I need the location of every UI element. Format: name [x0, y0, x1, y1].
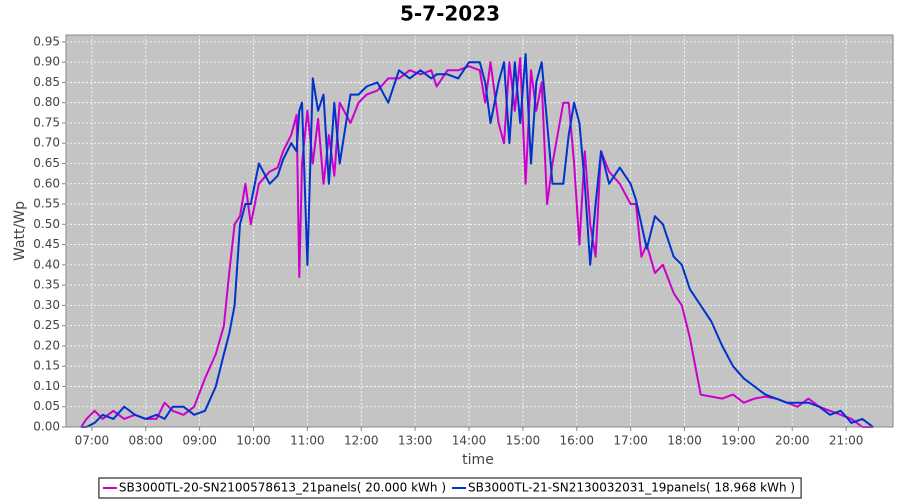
x-tick-label: 18:00	[667, 434, 702, 448]
x-tick-label: 12:00	[344, 434, 379, 448]
y-tick-label: 0.25	[33, 318, 60, 332]
x-tick-label: 14:00	[452, 434, 487, 448]
x-tick-label: 17:00	[613, 434, 648, 448]
y-tick-label: 0.95	[33, 34, 60, 48]
y-tick-label: 0.60	[33, 176, 60, 190]
x-tick-label: 21:00	[829, 434, 864, 448]
y-tick-label: 0.00	[33, 420, 60, 434]
y-tick-label: 0.55	[33, 197, 60, 211]
x-tick-label: 11:00	[290, 434, 325, 448]
y-tick-label: 0.80	[33, 95, 60, 109]
series-line	[80, 57, 874, 428]
y-tick-label: 0.85	[33, 75, 60, 89]
y-tick-label: 0.15	[33, 359, 60, 373]
y-tick-label: 0.35	[33, 278, 60, 292]
x-tick-label: 10:00	[236, 434, 271, 448]
series-line	[81, 53, 874, 428]
y-tick-label: 0.75	[33, 115, 60, 129]
y-tick-label: 0.05	[33, 399, 60, 413]
x-tick-label: 09:00	[182, 434, 217, 448]
plot-frame	[65, 34, 894, 428]
plot-area	[65, 34, 894, 428]
x-tick-label: 08:00	[128, 434, 163, 448]
chart-title: 5-7-2023	[400, 2, 500, 26]
x-tick-label: 15:00	[506, 434, 541, 448]
legend: SB3000TL-20-SN2100578613_21panels( 20.00…	[98, 477, 802, 499]
y-tick-label: 0.90	[33, 55, 60, 69]
x-tick-label: 16:00	[559, 434, 594, 448]
legend-box	[98, 477, 802, 499]
legend-label: SB3000TL-20-SN2100578613_21panels( 20.00…	[119, 481, 446, 495]
y-tick-label: 0.50	[33, 217, 60, 231]
x-tick-label: 13:00	[398, 434, 433, 448]
y-axis-label: Watt/Wp	[12, 201, 28, 261]
x-tick-label: 20:00	[775, 434, 810, 448]
y-tick-label: 0.65	[33, 156, 60, 170]
x-tick-label: 07:00	[75, 434, 110, 448]
legend-label: SB3000TL-21-SN2130032031_19panels( 18.96…	[468, 481, 795, 495]
x-axis-label: time	[462, 452, 494, 468]
y-tick-label: 0.20	[33, 338, 60, 352]
y-tick-label: 0.45	[33, 237, 60, 251]
y-tick-label: 0.40	[33, 257, 60, 271]
y-tick-label: 0.70	[33, 136, 60, 150]
y-tick-label: 0.30	[33, 298, 60, 312]
y-tick-label: 0.10	[33, 379, 60, 393]
x-tick-label: 19:00	[721, 434, 756, 448]
